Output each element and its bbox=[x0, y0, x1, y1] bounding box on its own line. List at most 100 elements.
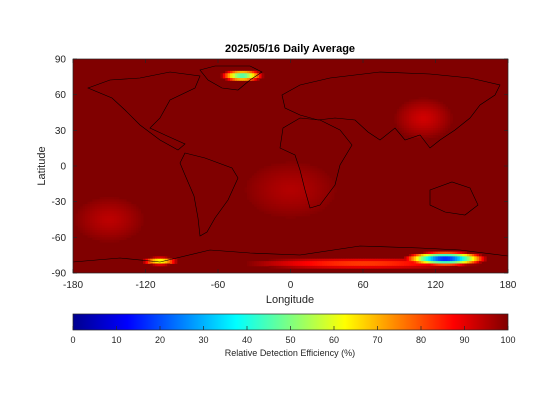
heatmap-cell bbox=[261, 175, 265, 179]
heatmap-cell bbox=[459, 251, 463, 255]
heatmap-cell bbox=[437, 258, 441, 262]
y-tick-label: 30 bbox=[55, 126, 67, 137]
heatmap-cell bbox=[302, 163, 306, 167]
heatmap-cell bbox=[276, 182, 279, 186]
heatmap-cell bbox=[297, 192, 301, 195]
heatmap-cell bbox=[104, 199, 108, 203]
heatmap-cell bbox=[114, 196, 117, 200]
heatmap-cell bbox=[437, 132, 441, 136]
heatmap-cell bbox=[89, 225, 93, 229]
heatmap-cell bbox=[416, 132, 419, 136]
heatmap-cell bbox=[152, 258, 156, 262]
heatmap-cell bbox=[307, 258, 311, 262]
heatmap-cell bbox=[319, 192, 323, 195]
heatmap-cell bbox=[114, 206, 117, 210]
heatmap-cell bbox=[114, 220, 117, 224]
heatmap-cell bbox=[99, 201, 103, 205]
heatmap-cell bbox=[406, 123, 410, 126]
heatmap-cell bbox=[290, 177, 294, 181]
heatmap-cell bbox=[251, 78, 255, 81]
heatmap-cell bbox=[321, 206, 325, 210]
heatmap-cell bbox=[307, 189, 311, 193]
heatmap-cell bbox=[392, 265, 395, 269]
heatmap-cell bbox=[295, 180, 299, 184]
heatmap-cell bbox=[276, 175, 279, 179]
heatmap-cell bbox=[331, 258, 335, 262]
heatmap-cell bbox=[425, 137, 429, 141]
heatmap-cell bbox=[280, 206, 284, 210]
heatmap-cell bbox=[259, 194, 262, 198]
heatmap-cell bbox=[247, 180, 250, 184]
heatmap-cell bbox=[413, 261, 417, 264]
heatmap-cell bbox=[423, 251, 427, 255]
heatmap-cell bbox=[261, 189, 265, 193]
heatmap-cell bbox=[135, 206, 139, 210]
heatmap-cell bbox=[263, 173, 267, 176]
heatmap-cell bbox=[442, 261, 446, 264]
heatmap-cell bbox=[321, 263, 325, 267]
heatmap-cell bbox=[452, 258, 456, 262]
heatmap-cell bbox=[131, 206, 134, 210]
heatmap-cell bbox=[297, 213, 301, 217]
heatmap-cell bbox=[278, 192, 282, 195]
heatmap-cell bbox=[126, 208, 129, 212]
heatmap-cell bbox=[295, 211, 299, 214]
heatmap-cell bbox=[416, 113, 419, 117]
heatmap-cell bbox=[418, 97, 422, 100]
heatmap-cell bbox=[259, 173, 262, 176]
colorbar-tick-label: 100 bbox=[500, 335, 515, 345]
heatmap-cell bbox=[411, 127, 415, 131]
heatmap-cell bbox=[450, 265, 453, 269]
heatmap-cell bbox=[445, 265, 448, 269]
heatmap-cell bbox=[440, 261, 444, 264]
heatmap-cell bbox=[131, 220, 134, 224]
heatmap-cell bbox=[360, 258, 364, 262]
heatmap-cell bbox=[131, 208, 134, 212]
heatmap-cell bbox=[283, 177, 287, 181]
heatmap-cell bbox=[239, 70, 243, 74]
heatmap-cell bbox=[82, 230, 86, 233]
heatmap-cell bbox=[283, 263, 287, 267]
heatmap-cell bbox=[104, 234, 108, 238]
heatmap-cell bbox=[411, 261, 415, 264]
heatmap-cell bbox=[222, 75, 226, 79]
heatmap-cell bbox=[300, 201, 303, 205]
heatmap-cell bbox=[278, 211, 282, 214]
heatmap-cell bbox=[404, 256, 407, 260]
heatmap-cell bbox=[295, 261, 299, 264]
heatmap-cell bbox=[263, 185, 267, 188]
heatmap-cell bbox=[244, 75, 248, 79]
heatmap-cell bbox=[394, 263, 398, 267]
heatmap-cell bbox=[138, 223, 142, 226]
heatmap-cell bbox=[92, 206, 96, 210]
heatmap-cell bbox=[442, 111, 446, 115]
heatmap-cell bbox=[109, 208, 113, 212]
heatmap-cell bbox=[280, 177, 284, 181]
heatmap-cell bbox=[445, 263, 448, 267]
heatmap-cell bbox=[162, 258, 166, 262]
heatmap-cell bbox=[116, 223, 120, 226]
heatmap-cell bbox=[283, 201, 287, 205]
heatmap-cell bbox=[140, 223, 144, 226]
heatmap-cell bbox=[435, 135, 439, 138]
heatmap-cell bbox=[314, 182, 318, 186]
heatmap-cell bbox=[261, 208, 265, 212]
heatmap-cell bbox=[283, 194, 287, 198]
heatmap-cell bbox=[324, 194, 328, 198]
heatmap-cell bbox=[104, 237, 108, 241]
heatmap-cell bbox=[399, 123, 403, 126]
heatmap-cell bbox=[309, 177, 313, 181]
heatmap-cell bbox=[300, 204, 303, 207]
heatmap-cell bbox=[312, 189, 316, 193]
heatmap-cell bbox=[89, 220, 93, 224]
heatmap-cell bbox=[118, 227, 122, 231]
heatmap-cell bbox=[268, 201, 272, 205]
heatmap-cell bbox=[283, 199, 287, 203]
heatmap-cell bbox=[297, 211, 301, 214]
heatmap-cell bbox=[295, 204, 299, 207]
heatmap-cell bbox=[106, 211, 110, 214]
heatmap-cell bbox=[271, 263, 274, 267]
heatmap-cell bbox=[435, 101, 439, 105]
heatmap-cell bbox=[365, 261, 369, 264]
